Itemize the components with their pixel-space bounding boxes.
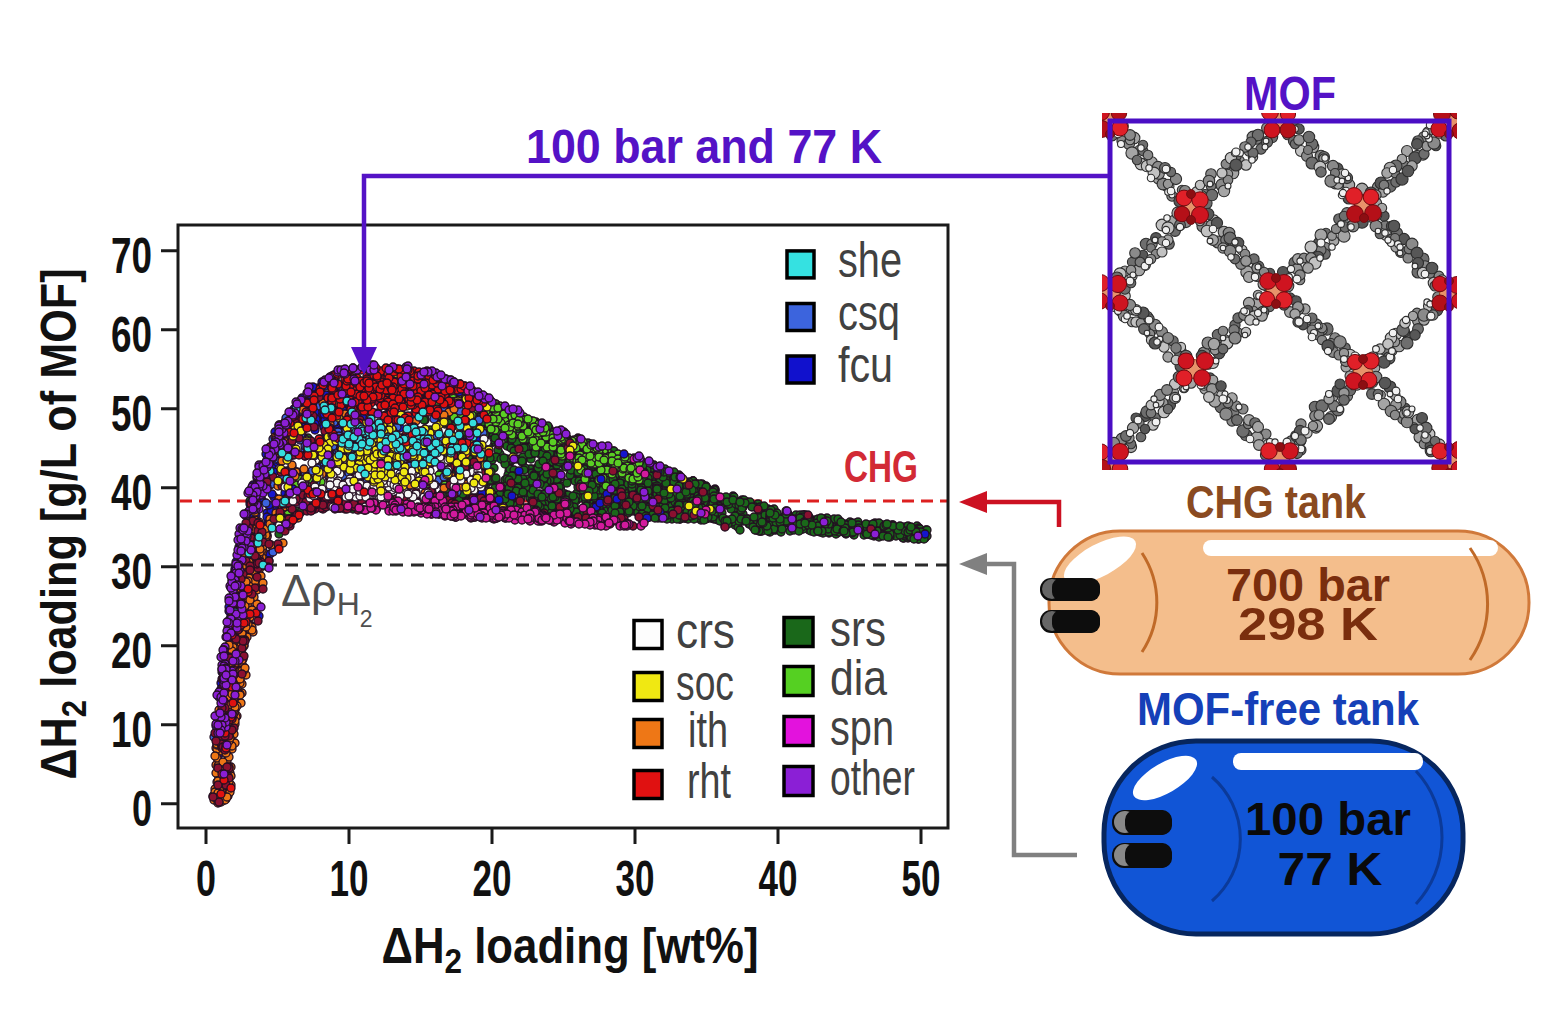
svg-text:csq: csq <box>838 285 900 341</box>
svg-text:other: other <box>830 750 915 806</box>
svg-text:MOF: MOF <box>1244 67 1336 120</box>
svg-text:spn: spn <box>830 700 894 756</box>
svg-text:77 K: 77 K <box>1278 843 1383 895</box>
svg-text:0: 0 <box>132 781 152 837</box>
svg-text:srs: srs <box>830 601 886 657</box>
svg-text:ΔH2 loading [wt%]: ΔH2 loading [wt%] <box>382 917 759 980</box>
svg-text:30: 30 <box>616 851 655 907</box>
svg-text:30: 30 <box>111 544 152 600</box>
svg-text:crs: crs <box>676 603 735 659</box>
svg-text:20: 20 <box>111 623 152 679</box>
svg-text:dia: dia <box>830 650 887 706</box>
svg-text:298 K: 298 K <box>1238 598 1378 650</box>
svg-text:ith: ith <box>688 702 728 758</box>
svg-text:70: 70 <box>111 228 152 284</box>
svg-text:50: 50 <box>902 851 941 907</box>
svg-text:rht: rht <box>687 753 731 809</box>
svg-text:100 bar: 100 bar <box>1245 793 1411 845</box>
svg-text:10: 10 <box>330 851 369 907</box>
svg-text:CHG tank: CHG tank <box>1186 476 1366 528</box>
svg-text:MOF-free tank: MOF-free tank <box>1137 683 1419 735</box>
svg-text:40: 40 <box>111 465 152 521</box>
svg-text:100 bar and 77 K: 100 bar and 77 K <box>526 120 882 173</box>
svg-text:60: 60 <box>111 307 152 363</box>
svg-text:20: 20 <box>473 851 512 907</box>
svg-text:0: 0 <box>196 851 216 907</box>
svg-text:50: 50 <box>111 386 152 442</box>
svg-text:CHG: CHG <box>844 442 918 491</box>
svg-text:she: she <box>838 232 902 288</box>
svg-text:40: 40 <box>759 851 798 907</box>
svg-text:fcu: fcu <box>838 337 893 393</box>
svg-text:10: 10 <box>111 702 152 758</box>
